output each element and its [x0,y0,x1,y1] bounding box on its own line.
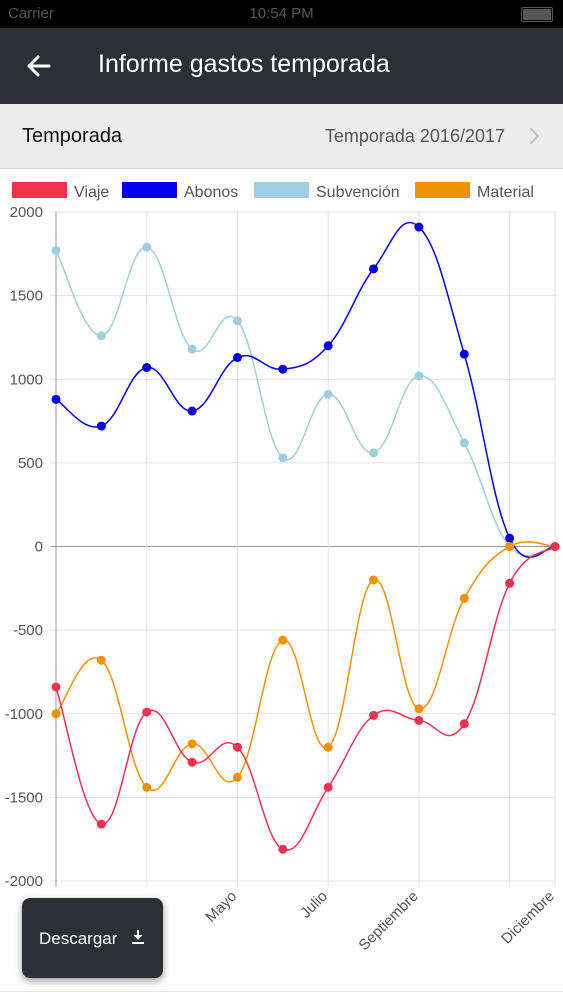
data-point [96,331,106,341]
series-line [55,545,556,851]
data-point [459,349,469,359]
data-point [142,707,152,717]
data-point [369,575,379,585]
data-point [323,341,333,351]
x-tick-label: Mayo [202,888,240,926]
y-tick-label: 500 [18,455,43,472]
data-point [505,578,515,588]
carrier-label: Carrier [8,5,54,22]
back-button[interactable] [18,42,62,86]
expenses-line-chart: Viaje Abonos Subvención Material 2000 1500 10… [5,182,560,954]
season-value: Temporada 2016/2017 [324,126,505,146]
y-tick-label: 1500 [10,288,43,305]
data-point [459,438,469,448]
legend-label: Material [477,184,534,201]
y-tick-label: -500 [13,622,43,639]
y-tick-label: 1000 [10,371,43,388]
app-header: Informe gastos temporada [0,28,563,104]
status-time: 10:54 PM [249,5,314,22]
x-axis: Mayo Julio Septiembre Diciembre [202,888,558,954]
legend-label: Abonos [184,184,238,201]
legend-swatch [415,182,470,198]
data-point [142,242,152,252]
data-point [369,264,379,274]
data-point [550,542,560,551]
download-icon [132,930,144,944]
y-axis: 2000 1500 1000 500 0 -500 -1000 -1500 -2000 [5,204,43,890]
legend-label: Viaje [74,184,109,201]
data-point [505,542,515,551]
season-selector[interactable]: Temporada Temporada 2016/2017 [0,104,563,169]
data-point [142,782,152,792]
legend-label: Subvención [316,184,400,201]
data-point [96,819,106,829]
data-point [51,709,61,719]
series-line [55,541,556,791]
data-point [369,710,379,720]
data-point [459,593,469,603]
data-point [232,772,242,782]
data-point [414,371,424,381]
data-point [232,353,242,363]
chart-legend: Viaje Abonos Subvención Material [12,182,534,201]
data-point [323,782,333,792]
series-line [55,221,556,558]
x-tick-label: Septiembre [355,888,421,954]
data-point [278,844,288,854]
chart-series [51,221,560,854]
data-point [232,742,242,752]
arrow-left-icon [27,55,51,77]
x-tick-label: Diciembre [498,888,558,948]
data-point [96,421,106,431]
season-label: Temporada [22,125,123,147]
data-point [187,406,197,416]
y-tick-label: -2000 [5,873,43,890]
legend-swatch [122,182,177,198]
data-point [51,245,61,255]
data-point [278,635,288,645]
status-bar: Carrier 10:54 PM [0,0,563,28]
data-point [187,757,197,767]
page-title: Informe gastos temporada [98,50,390,78]
download-button-label: Descargar [39,929,118,948]
y-tick-label: 0 [35,539,43,556]
data-point [51,682,61,692]
y-tick-label: -1000 [5,706,43,723]
data-point [323,742,333,752]
data-point [505,533,515,543]
y-tick-label: 2000 [10,204,43,221]
data-point [323,389,333,399]
data-point [414,704,424,714]
data-point [187,739,197,749]
data-point [414,222,424,232]
data-point [96,655,106,665]
data-point [232,316,242,326]
data-point [459,719,469,729]
data-point [278,364,288,374]
data-point [51,394,61,404]
data-point [414,715,424,725]
data-point [278,453,288,463]
chart-grid [50,211,556,887]
battery-icon [521,7,553,22]
legend-swatch [12,182,67,198]
series-line [55,246,556,557]
data-point [369,448,379,458]
legend-swatch [254,182,309,198]
download-button[interactable]: Descargar [22,898,163,978]
bottom-divider [0,991,563,992]
y-tick-label: -1500 [5,789,43,806]
x-tick-label: Julio [297,888,331,922]
chevron-right-icon [529,127,540,145]
data-point [187,344,197,354]
data-point [142,363,152,373]
